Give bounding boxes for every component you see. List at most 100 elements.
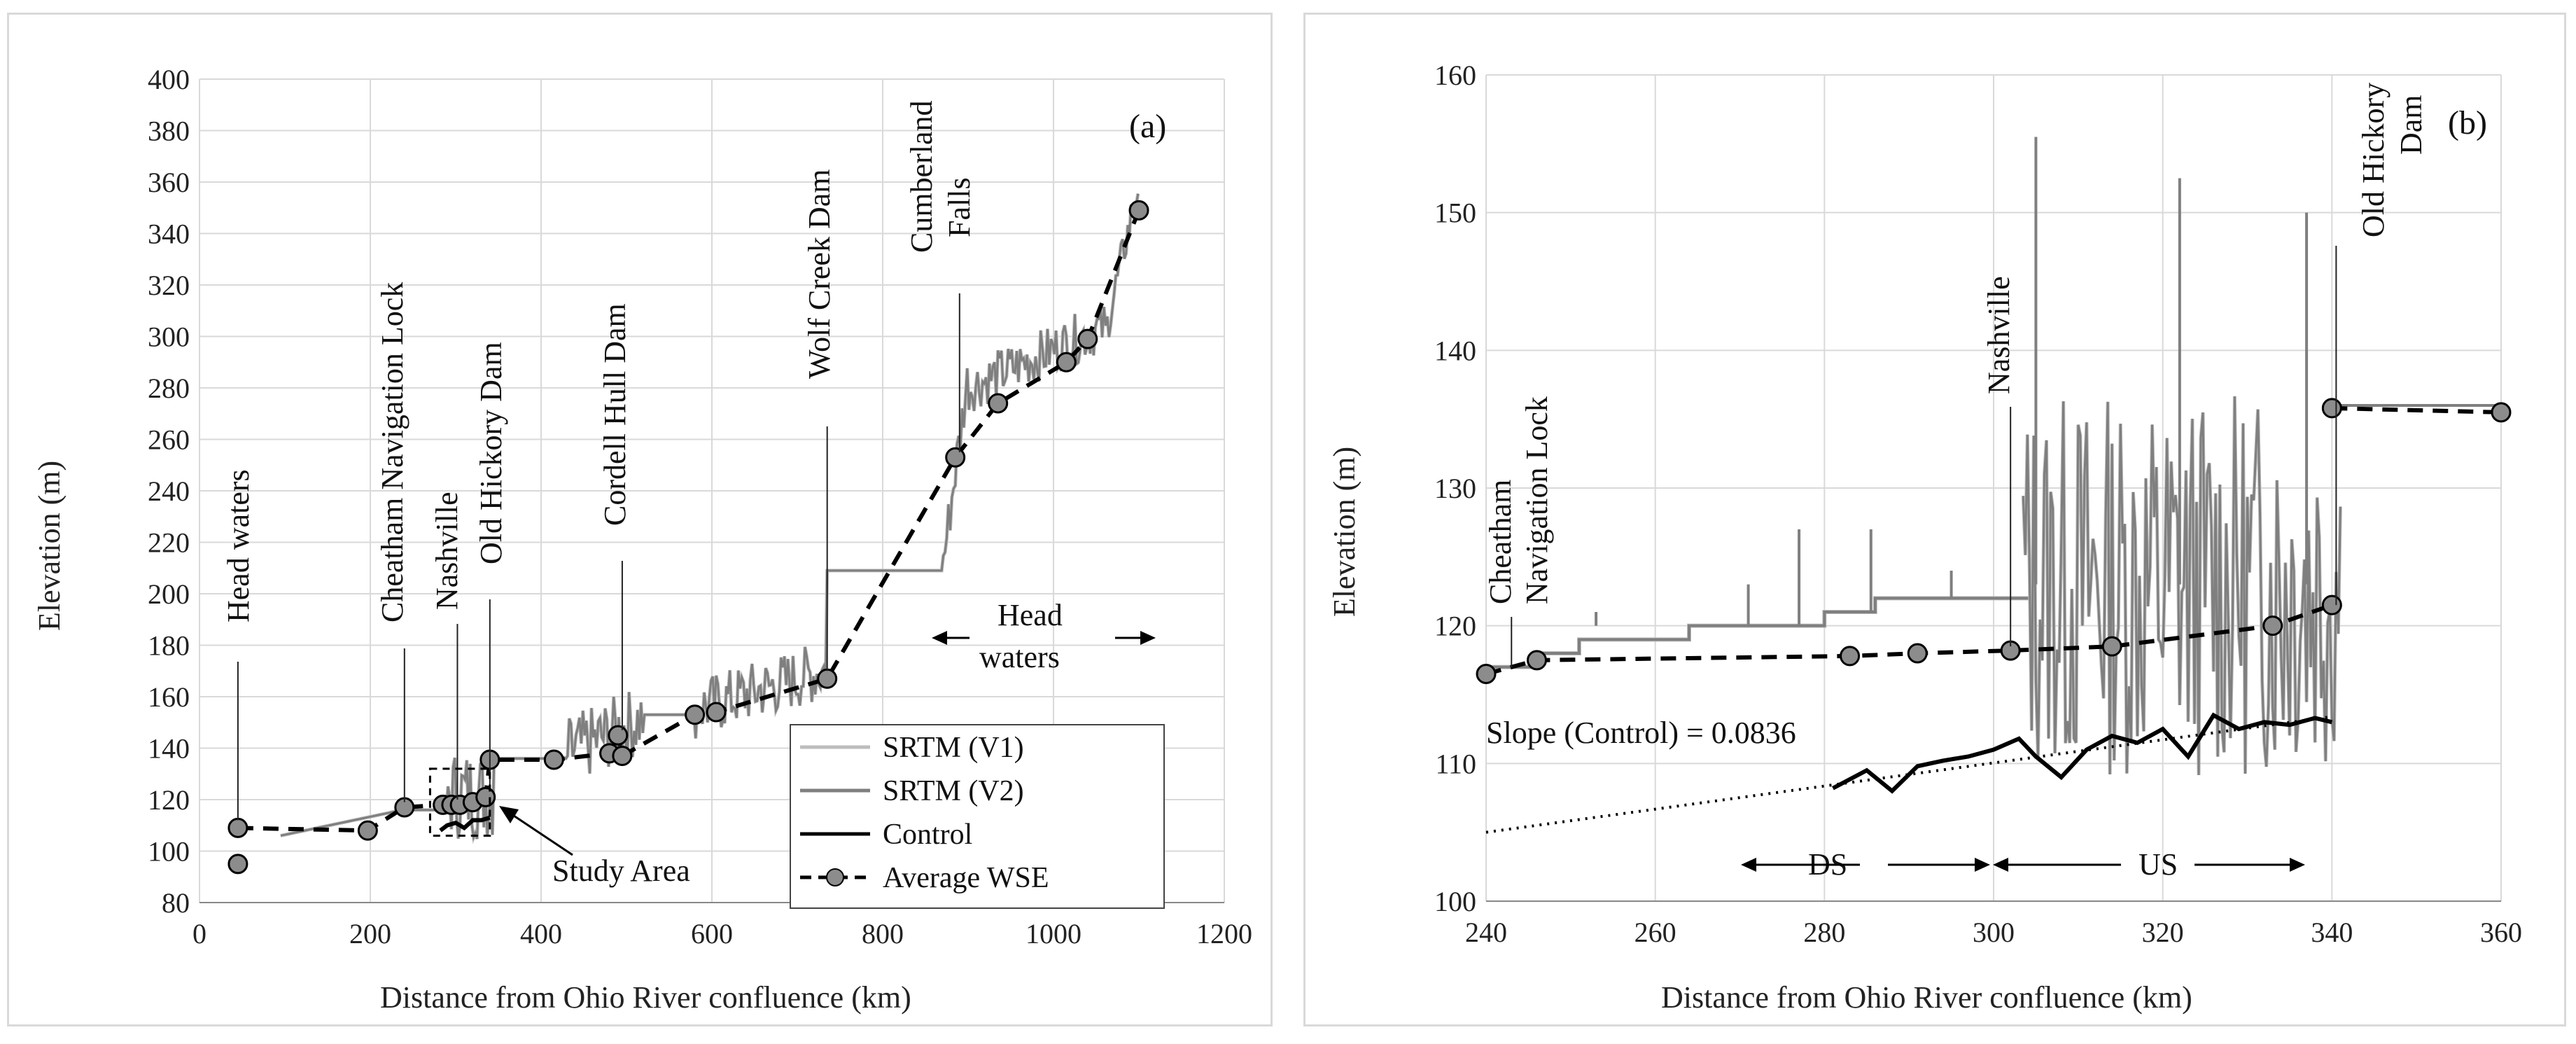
b-label-us: US (2138, 847, 2178, 882)
a-avg-wse-point (1056, 352, 1077, 373)
a-y-tick-label: 300 (148, 321, 190, 353)
a-legend-wse: Average WSE (883, 862, 1049, 894)
a-label-head: Head (997, 598, 1063, 632)
a-y-tick-label: 120 (148, 784, 190, 816)
a-y-tick-label: 240 (148, 475, 190, 507)
b-y-tick-label: 130 (1434, 473, 1476, 504)
a-x-tick-label: 0 (192, 918, 206, 949)
a-srtm-profiles (280, 193, 1140, 844)
a-legend: SRTM (V1) SRTM (V2) Control Average WSE (790, 724, 1165, 909)
a-avg-wse-point (988, 393, 1009, 414)
a-y-tick-label: 360 (148, 167, 190, 198)
b-y-tick-label: 100 (1434, 886, 1476, 917)
b-avg-wse-point (1840, 646, 1861, 667)
a-y-tick-label: 80 (162, 887, 190, 919)
a-study-area-box (428, 767, 491, 837)
a-label-waters: waters (979, 640, 1060, 674)
b-avg-wse-point (2491, 402, 2512, 423)
a-x-tick-label: 1000 (1026, 918, 1082, 949)
b-us-arrowhead-right (2290, 858, 2305, 872)
a-y-tick-label: 280 (148, 373, 190, 404)
b-srtm-v2-noisy (2022, 396, 2342, 775)
b-y-tick-label: 140 (1434, 335, 1476, 366)
a-x-tick-label: 200 (349, 918, 391, 949)
panel-a: 80 100 120 140 160 180 200 220 240 260 280 300 320 34… (7, 13, 1273, 1026)
a-label-old-hickory: Old Hickory Dam (474, 342, 508, 564)
a-avg-wse-point (608, 725, 629, 746)
a-x-axis-label: Distance from Ohio River confluence (km) (380, 980, 911, 1015)
a-avg-wse-point (475, 786, 496, 807)
b-series (1476, 398, 2512, 834)
b-label-old-hickory-1: Old Hickory (2356, 83, 2390, 237)
a-study-area-arrow (509, 812, 573, 856)
a-label-cheatham: Cheatham Navigation Lock (375, 282, 410, 622)
b-avg-wse-point (1907, 643, 1928, 664)
a-label-cordell: Cordell Hull Dam (598, 303, 632, 526)
a-x-tick-label: 1200 (1196, 918, 1252, 949)
b-y-axis-label: Elevation (m) (1327, 447, 1362, 617)
a-avg-wse-point (543, 749, 564, 770)
a-avg-wse-point (817, 668, 838, 689)
a-head-arrowhead-right (1140, 631, 1156, 645)
b-x-tick-label: 320 (2142, 917, 2184, 948)
a-label-head-waters: Head waters (221, 469, 255, 622)
a-axes: 80 100 120 140 160 180 200 220 240 260 280 300 320 34… (148, 64, 1252, 949)
a-y-tick-label: 160 (148, 681, 190, 713)
a-panel-tag: (a) (1129, 108, 1166, 145)
a-y-tick-label: 400 (148, 64, 190, 95)
a-avg-wse-point (227, 854, 248, 875)
a-head-arrowhead-left (932, 631, 947, 645)
a-y-tick-label: 180 (148, 630, 190, 662)
b-label-cheatham-1: Cheatham (1483, 480, 1518, 604)
b-avg-wse-point (2321, 398, 2342, 419)
b-y-tick-label: 120 (1434, 611, 1476, 642)
a-y-tick-label: 340 (148, 218, 190, 250)
a-x-tick-label: 400 (520, 918, 562, 949)
a-label-wolf-creek: Wolf Creek Dam (802, 169, 836, 379)
b-ds-arrowhead-left (1741, 858, 1756, 872)
a-legend-box (790, 724, 1165, 909)
a-label-cumberland-1: Cumberland (904, 100, 939, 253)
a-y-tick-label: 260 (148, 424, 190, 456)
a-label-study-area: Study Area (552, 854, 690, 888)
a-avg-wse-point (685, 704, 706, 725)
b-label-cheatham-2: Navigation Lock (1520, 396, 1554, 604)
b-srtm-v2-steps (1486, 597, 2036, 669)
a-avg-wse-point (1077, 328, 1098, 349)
b-us-arrowhead-left (1993, 858, 2008, 872)
a-label-nashville: Nashville (430, 492, 464, 610)
a-avg-wse-point (1128, 200, 1149, 221)
b-srtm-v1-steps (1486, 596, 2036, 669)
b-label-old-hickory-2: Dam (2394, 95, 2428, 155)
chart-a: 80 100 120 140 160 180 200 220 240 260 280 300 320 34… (32, 64, 1252, 1015)
b-x-tick-label: 360 (2480, 917, 2522, 948)
a-srtm-v2-line (280, 193, 1140, 842)
a-y-tick-label: 100 (148, 836, 190, 868)
b-annotations: (b) Cheatham Navigation Lock Nashville O… (1327, 83, 2487, 1015)
b-avg-wse-point (2262, 615, 2283, 636)
a-study-area-arrowhead (499, 806, 519, 823)
a-y-tick-label: 380 (148, 116, 190, 147)
b-x-axis-label: Distance from Ohio River confluence (km) (1661, 980, 2192, 1015)
a-legend-v2: SRTM (V2) (883, 775, 1024, 807)
b-y-tick-label: 160 (1434, 60, 1476, 91)
a-y-tick-label: 200 (148, 578, 190, 610)
a-avg-wse-point (357, 820, 378, 841)
b-gridlines (1485, 74, 2502, 902)
b-y-tick-label: 110 (1435, 748, 1476, 779)
a-label-cumberland-2: Falls (942, 177, 976, 237)
b-label-slope: Slope (Control) = 0.0836 (1486, 716, 1796, 750)
b-x-tick-label: 300 (1973, 917, 2015, 948)
a-legend-marker-wse (826, 868, 844, 886)
panel-b: 100 110 120 130 140 150 160 240 260 280 300 320 340 3… (1303, 13, 2566, 1026)
b-avg-wse-point (1476, 664, 1497, 684)
a-series (227, 200, 1149, 875)
b-avg-wse-point (1527, 650, 1547, 671)
b-ds-arrowhead-right (1975, 858, 1990, 872)
a-x-tick-label: 600 (691, 918, 733, 949)
a-avg-wse-point (706, 702, 727, 723)
a-legend-v1: SRTM (V1) (883, 732, 1024, 764)
b-axes: 100 110 120 130 140 150 160 240 260 280 300 320 340 3… (1434, 60, 2522, 948)
b-label-nashville: Nashville (1982, 276, 2016, 394)
a-y-axis-label: Elevation (m) (32, 461, 66, 631)
